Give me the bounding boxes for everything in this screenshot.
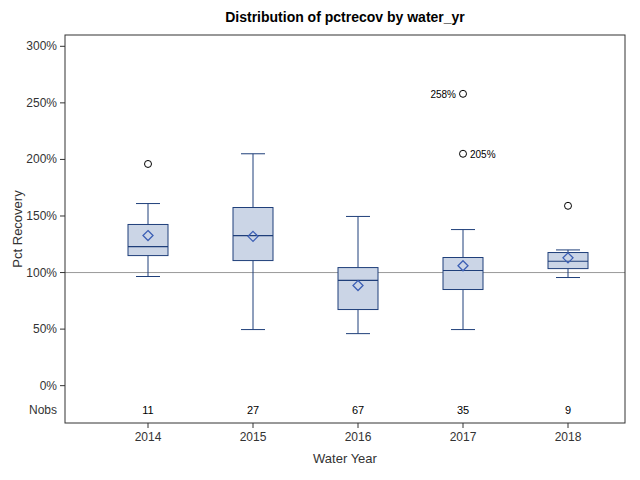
count: 35 bbox=[457, 404, 469, 416]
box-body bbox=[443, 258, 483, 290]
median bbox=[548, 261, 588, 262]
box bbox=[128, 160, 168, 276]
outlier bbox=[460, 150, 467, 157]
x-axis-label: Water Year bbox=[313, 451, 378, 466]
outlier bbox=[565, 202, 572, 209]
whisker-low bbox=[148, 256, 149, 277]
whisker-low bbox=[358, 310, 359, 334]
y-tick bbox=[60, 159, 65, 160]
frame bbox=[65, 35, 625, 423]
median bbox=[128, 246, 168, 247]
x-tick bbox=[148, 423, 149, 428]
title: Distribution of pctrecov by water_yr bbox=[225, 9, 465, 25]
x-tick bbox=[358, 423, 359, 428]
cap-low bbox=[451, 329, 475, 330]
outlier bbox=[145, 160, 152, 167]
y-tick bbox=[60, 385, 65, 386]
y-tick-label: 200% bbox=[26, 152, 57, 166]
background bbox=[0, 0, 640, 480]
y-tick bbox=[60, 102, 65, 103]
y-tick bbox=[60, 272, 65, 273]
mean bbox=[248, 231, 258, 241]
y-tick bbox=[60, 46, 65, 47]
x-tick-label: 2017 bbox=[450, 430, 477, 444]
count: 11 bbox=[142, 404, 153, 416]
cap-low bbox=[346, 333, 370, 334]
x-tick-label: 2018 bbox=[555, 430, 582, 444]
whisker-high bbox=[463, 230, 464, 258]
whisker-low bbox=[253, 261, 254, 330]
plot-area bbox=[65, 90, 625, 333]
x-tick bbox=[568, 423, 569, 428]
mean bbox=[563, 253, 573, 263]
cap-high bbox=[451, 229, 475, 230]
mean bbox=[143, 231, 153, 241]
cap-high bbox=[556, 249, 580, 250]
whisker-low bbox=[463, 290, 464, 330]
outlier-labels: 258% 205% bbox=[430, 89, 495, 160]
count: 67 bbox=[352, 404, 364, 416]
whisker-high bbox=[253, 154, 254, 208]
outlier-label: 258% bbox=[430, 89, 456, 100]
outlier bbox=[460, 90, 467, 97]
y-tick-label: 100% bbox=[26, 266, 57, 280]
y-tick bbox=[60, 329, 65, 330]
x-tick-label: 2014 bbox=[135, 430, 162, 444]
whisker-high bbox=[358, 216, 359, 267]
box-body bbox=[128, 224, 168, 255]
box-body bbox=[548, 253, 588, 269]
cap-high bbox=[346, 216, 370, 217]
y-tick-label: 0% bbox=[40, 379, 58, 393]
cap-high bbox=[241, 153, 265, 154]
x-tick-label: 2016 bbox=[345, 430, 372, 444]
cap-low bbox=[241, 329, 265, 330]
y-tick-label: 250% bbox=[26, 96, 57, 110]
y-tick-label: 150% bbox=[26, 209, 57, 223]
chart: Distribution of pctrecov by water_yr 0% 50… bbox=[0, 0, 640, 480]
x-tick bbox=[463, 423, 464, 428]
whisker-high bbox=[148, 204, 149, 225]
counts-label: Nobs bbox=[29, 403, 57, 417]
box-body bbox=[233, 208, 273, 261]
box bbox=[233, 154, 273, 330]
median bbox=[233, 235, 273, 236]
cap-low bbox=[136, 276, 160, 277]
y-tick-label: 300% bbox=[26, 39, 57, 53]
outlier-label: 205% bbox=[470, 149, 496, 160]
cap-low bbox=[556, 277, 580, 278]
box bbox=[443, 90, 483, 329]
box bbox=[338, 216, 378, 333]
cap-high bbox=[136, 203, 160, 204]
count: 27 bbox=[247, 404, 259, 416]
y-axis-label: Pct Recovery bbox=[10, 190, 25, 268]
box bbox=[548, 202, 588, 277]
x-tick-label: 2015 bbox=[240, 430, 267, 444]
y-tick bbox=[60, 215, 65, 216]
mean bbox=[458, 261, 468, 271]
box-body bbox=[338, 268, 378, 310]
count: 9 bbox=[565, 404, 571, 416]
mean bbox=[353, 281, 363, 291]
y-tick-label: 50% bbox=[33, 322, 57, 336]
x-tick bbox=[253, 423, 254, 428]
whisker-low bbox=[568, 269, 569, 278]
